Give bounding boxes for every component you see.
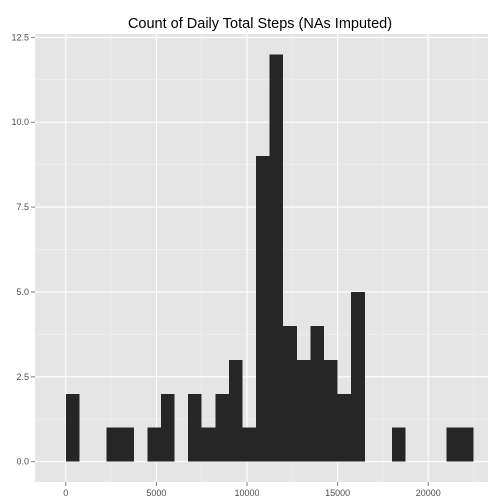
histogram-bar bbox=[459, 427, 474, 462]
histogram-bars bbox=[65, 54, 474, 462]
x-tick-label: 20000 bbox=[416, 488, 441, 498]
x-axis: 0 5000 10000 15000 20000 bbox=[63, 482, 441, 498]
histogram-bar bbox=[283, 325, 297, 462]
histogram-bar bbox=[324, 359, 338, 462]
histogram-bar bbox=[337, 393, 352, 462]
y-tick-label: 7.5 bbox=[16, 202, 29, 212]
x-tick-label: 0 bbox=[63, 488, 68, 498]
x-tick-label: 15000 bbox=[325, 488, 350, 498]
y-axis: 0.0 2.5 5.0 7.5 10.0 12.5 bbox=[11, 32, 35, 467]
histogram-bar bbox=[351, 291, 365, 462]
chart-title: Count of Daily Total Steps (NAs Imputed) bbox=[128, 16, 392, 32]
histogram-bar bbox=[106, 427, 121, 462]
histogram-bar bbox=[160, 393, 175, 462]
y-tick-label: 5.0 bbox=[16, 287, 29, 297]
histogram-bar bbox=[147, 427, 161, 462]
y-tick-label: 0.0 bbox=[16, 457, 29, 467]
y-tick-label: 10.0 bbox=[11, 117, 29, 127]
x-tick-label: 5000 bbox=[146, 488, 166, 498]
histogram-bar bbox=[201, 427, 216, 462]
y-tick-label: 2.5 bbox=[16, 372, 29, 382]
histogram-bar bbox=[120, 427, 134, 462]
histogram-bar bbox=[310, 325, 325, 462]
histogram-bar bbox=[256, 156, 270, 462]
histogram-bar bbox=[65, 393, 80, 462]
histogram-bar bbox=[446, 427, 460, 462]
histogram-bar bbox=[296, 359, 311, 462]
histogram-bar bbox=[242, 427, 257, 462]
histogram-bar bbox=[215, 393, 229, 462]
histogram-bar bbox=[391, 427, 406, 462]
histogram-bar bbox=[269, 54, 284, 462]
histogram-bar bbox=[228, 359, 243, 462]
x-tick-label: 10000 bbox=[234, 488, 259, 498]
y-tick-label: 12.5 bbox=[11, 32, 29, 42]
histogram-bar bbox=[188, 393, 202, 462]
